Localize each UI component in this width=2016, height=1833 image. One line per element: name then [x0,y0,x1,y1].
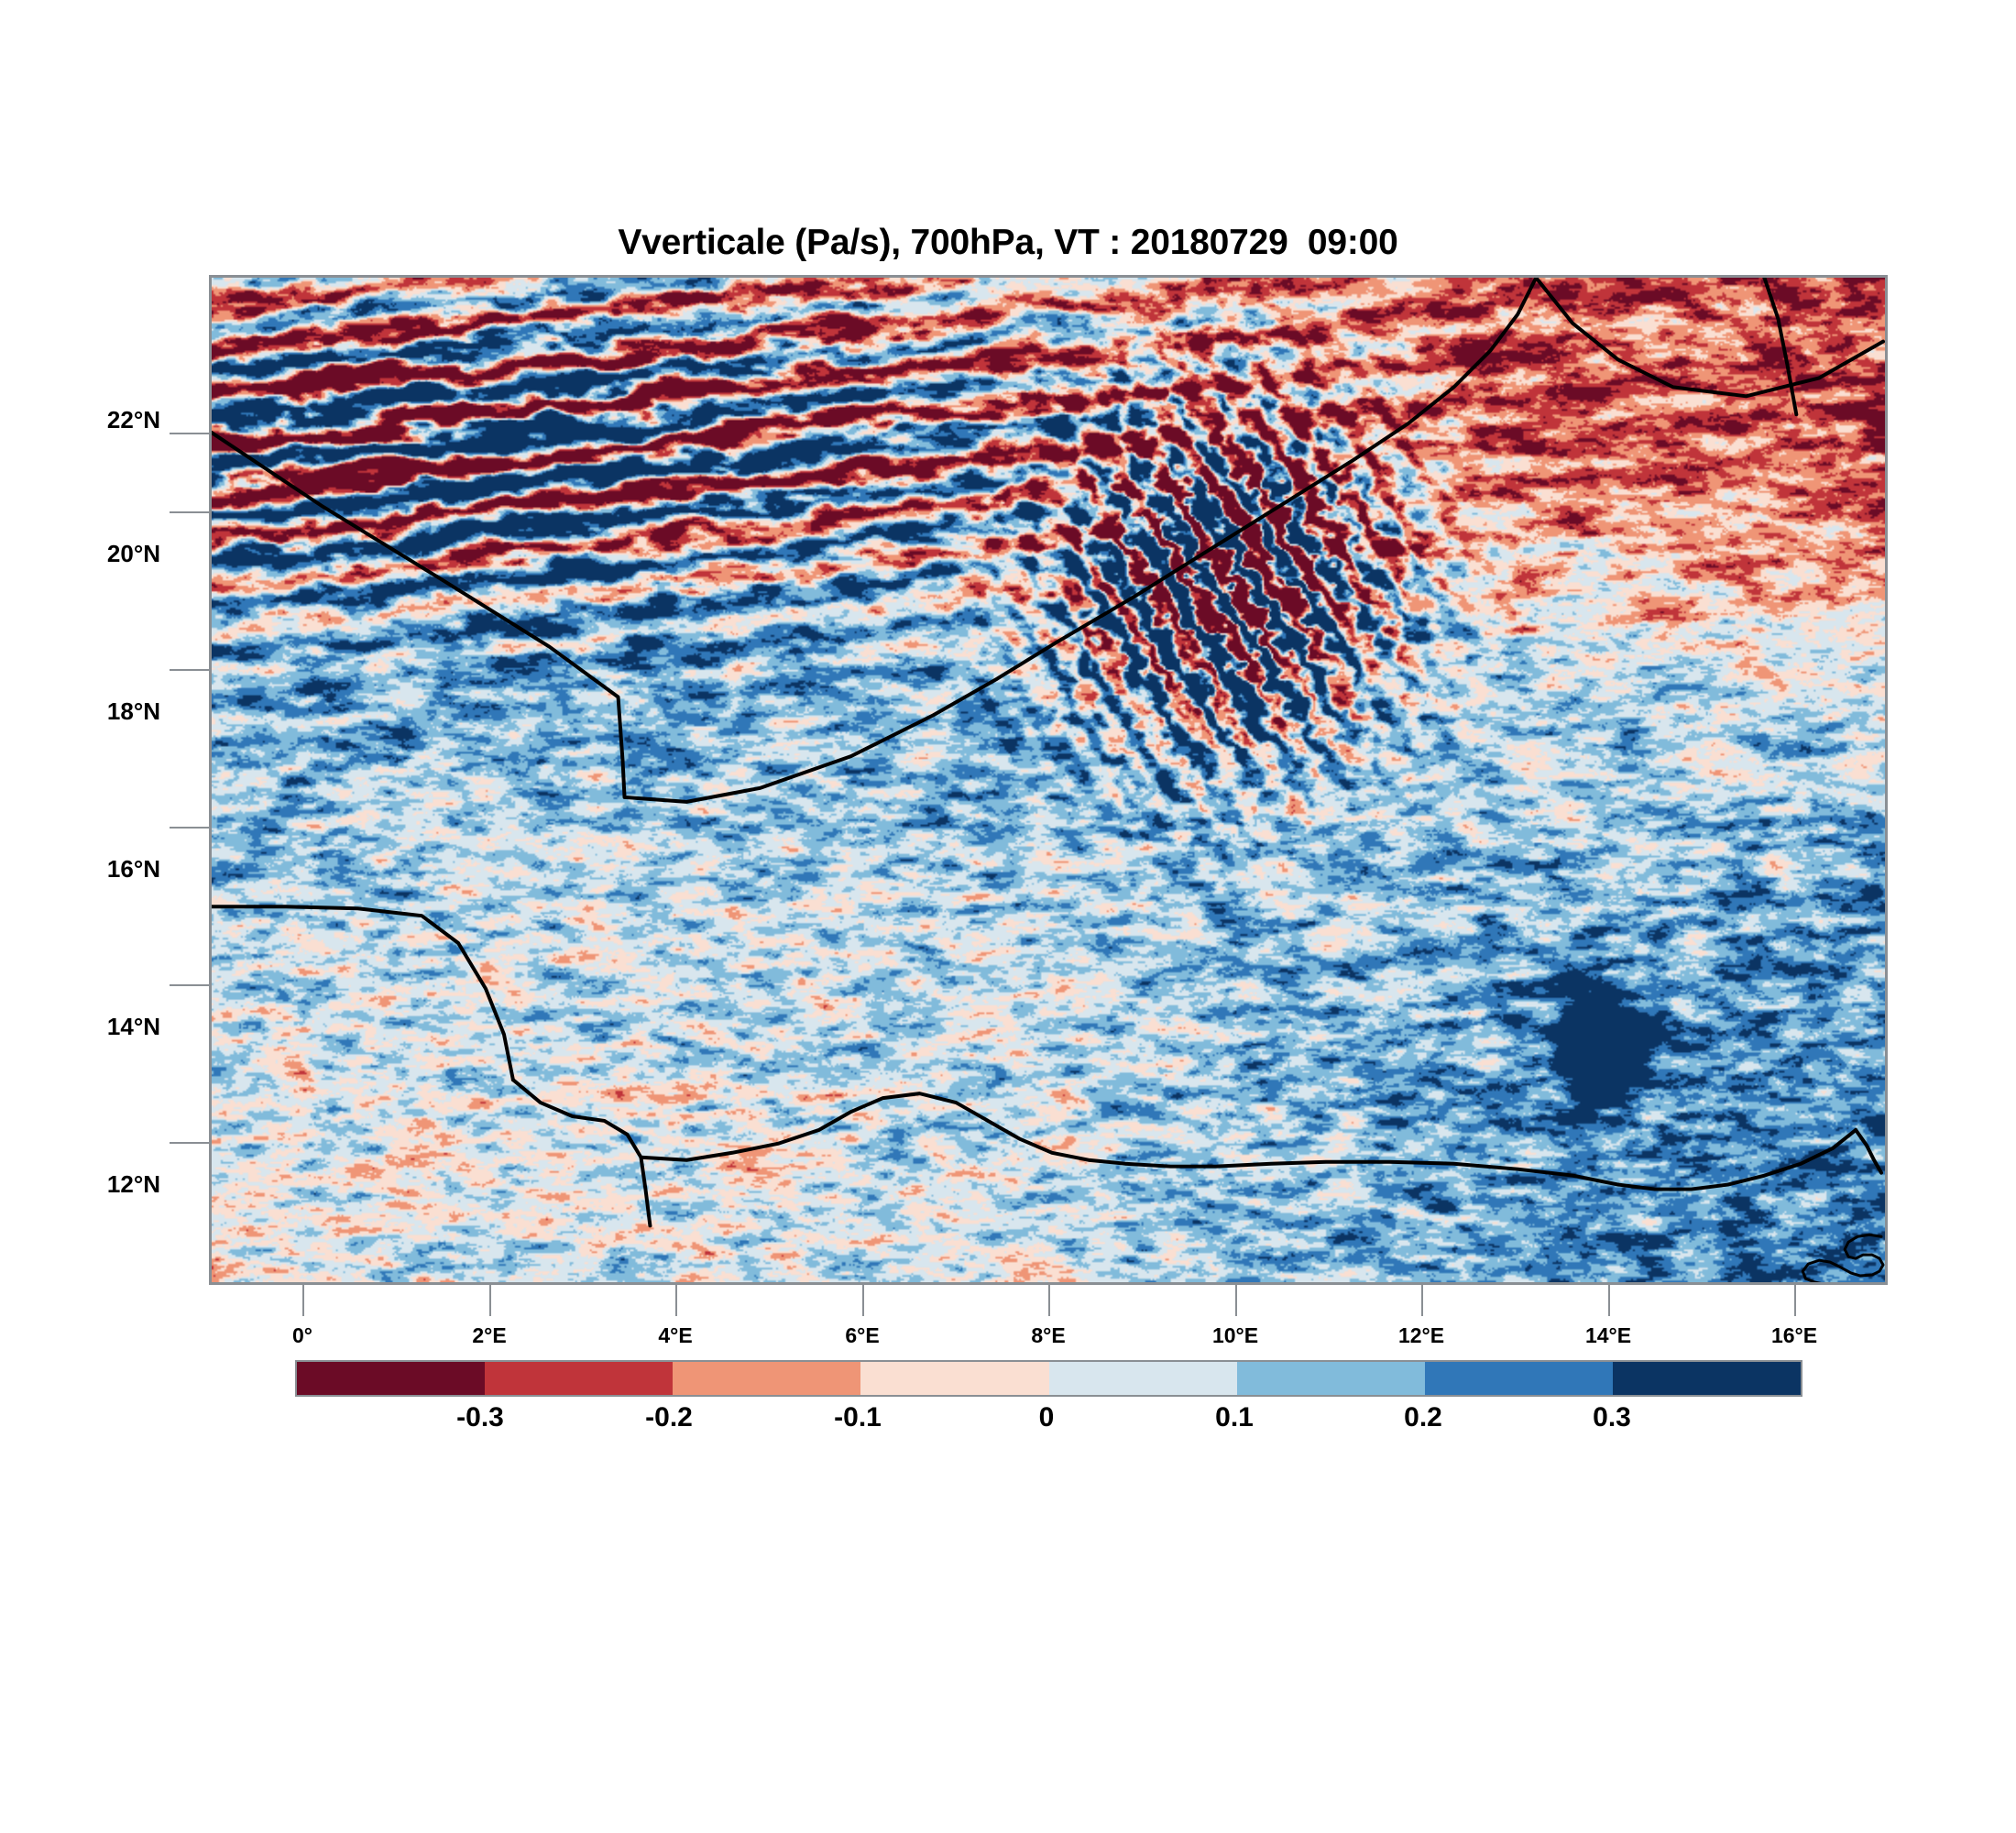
colorbar-label-0.1: 0.1 [1215,1402,1254,1432]
colorbar-label-0.3: 0.3 [1593,1402,1631,1432]
border-mali-burkina [510,1078,652,1228]
border-mauritania-mali [212,905,515,1082]
xtick-mark-6e [862,1285,864,1316]
ytick-label-20n: 20°N [106,540,160,567]
colorbar-label-0: 0 [1038,1402,1055,1432]
xtick-label-6e: 6°E [845,1323,880,1347]
xtick-label-10e: 10°E [1211,1323,1259,1347]
xtick-mark-10e [1235,1285,1237,1316]
xtick-label-0: 0° [292,1323,312,1347]
country-borders-overlay [212,278,1885,1282]
xtick-label-12e: 12°E [1397,1323,1445,1347]
xtick-mark-14e [1608,1285,1610,1316]
ytick-label-18n: 18°N [106,697,160,725]
ytick-mark-14n [170,984,211,986]
border-niger-libya [1534,278,1885,399]
ytick-mark-20n [170,511,211,513]
ytick-mark-18n [170,669,211,671]
xtick-mark-4e [675,1285,677,1316]
colorbar-label-0.2: 0.2 [1404,1402,1442,1432]
xtick-mark-8e [1048,1285,1050,1316]
ytick-label-16n: 16°N [106,855,160,883]
colorbar-label--0.3: -0.3 [456,1402,504,1432]
lake-chad-outline [1801,1233,1885,1282]
colorbar-band-7 [1612,1362,1801,1395]
colorbar-band-0 [297,1362,486,1395]
ytick-label-14n: 14°N [106,1013,160,1040]
ytick-mark-12n [170,1142,211,1144]
colorbar-band-5 [1236,1362,1425,1395]
colorbar-label--0.1: -0.1 [834,1402,882,1432]
colorbar-band-3 [860,1362,1049,1395]
ytick-label-12n: 12°N [106,1170,160,1198]
xtick-label-4e: 4°E [658,1323,693,1347]
colorbar [295,1360,1802,1397]
colorbar-band-2 [673,1362,861,1395]
colorbar-band-1 [485,1362,674,1395]
vertical-velocity-field [212,278,1885,1282]
border-nigeria-cameroon [1854,1127,1884,1175]
xtick-label-2e: 2°E [472,1323,507,1347]
page-title: Vverticale (Pa/s), 700hPa, VT : 20180729… [618,223,1398,262]
border-niger-nigeria [1616,1127,1858,1191]
map-plot-area [209,275,1888,1285]
xtick-mark-16e [1794,1285,1796,1316]
xtick-mark-2e [489,1285,491,1316]
ytick-label-22n: 22°N [106,406,160,434]
ytick-mark-16n [170,827,211,829]
xtick-label-14e: 14°E [1584,1323,1632,1347]
colorbar-band-6 [1424,1362,1613,1395]
border-algeria-mali [212,278,1539,804]
border-niger-chad-north [1762,278,1799,417]
ytick-mark-22n [170,433,211,434]
xtick-label-8e: 8°E [1031,1323,1066,1347]
xtick-label-16e: 16°E [1770,1323,1818,1347]
border-burkina-niger [639,1092,1620,1187]
colorbar-band-4 [1048,1362,1237,1395]
xtick-mark-12e [1421,1285,1423,1316]
xtick-mark-0 [302,1285,304,1316]
colorbar-label--0.2: -0.2 [645,1402,693,1432]
